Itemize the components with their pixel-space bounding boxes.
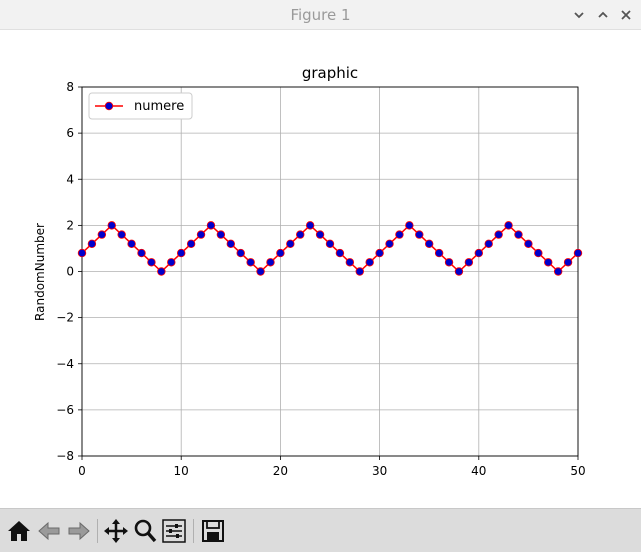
y-tick-label: 0 xyxy=(66,265,74,279)
y-tick-label: 8 xyxy=(66,80,74,94)
home-icon[interactable] xyxy=(5,517,33,545)
data-point xyxy=(504,221,513,230)
x-tick-label: 10 xyxy=(174,464,189,478)
data-point xyxy=(345,258,355,267)
y-tick-label: 6 xyxy=(66,126,74,140)
back-icon[interactable] xyxy=(35,517,63,545)
data-point xyxy=(246,258,255,267)
data-point xyxy=(236,248,245,258)
data-point xyxy=(444,258,454,267)
data-point xyxy=(196,230,206,239)
close-icon[interactable] xyxy=(617,6,635,24)
save-icon[interactable] xyxy=(199,517,227,545)
y-tick-label: −2 xyxy=(56,311,74,325)
series-layer xyxy=(77,221,583,276)
data-point xyxy=(335,248,345,258)
data-point xyxy=(147,258,156,267)
data-point xyxy=(216,230,226,239)
data-point xyxy=(375,248,384,258)
toolbar-separator xyxy=(97,519,98,543)
data-point xyxy=(325,239,335,249)
data-point xyxy=(305,221,315,230)
data-point xyxy=(365,258,374,267)
data-point xyxy=(405,221,414,230)
y-tick-label: 2 xyxy=(66,218,74,232)
forward-icon[interactable] xyxy=(65,517,93,545)
data-point xyxy=(524,239,533,249)
data-point xyxy=(286,239,295,249)
data-point xyxy=(474,248,483,258)
x-tick-label: 30 xyxy=(372,464,387,478)
data-point xyxy=(355,267,364,276)
chart-title: graphic xyxy=(302,64,358,82)
data-point xyxy=(276,248,285,258)
legend-label: numere xyxy=(134,99,184,114)
data-point xyxy=(107,221,116,230)
data-point xyxy=(425,239,434,249)
data-point xyxy=(127,239,136,249)
window-titlebar: Figure 1 xyxy=(0,0,641,30)
data-point xyxy=(157,267,166,276)
toolbar-separator xyxy=(193,519,194,543)
data-point xyxy=(137,248,146,258)
y-tick-label: −8 xyxy=(56,449,74,463)
data-point xyxy=(464,258,474,267)
data-point xyxy=(415,230,424,239)
minimize-icon[interactable] xyxy=(570,6,588,24)
figure-canvas[interactable]: 0 10 20 30 40 50 −8 −6 −4 −2 0 2 4 6 8 graphic RandomN… xyxy=(0,30,641,508)
navigation-toolbar xyxy=(0,508,641,552)
y-tick-label: −6 xyxy=(56,403,74,417)
x-tick-label: 20 xyxy=(273,464,288,478)
data-point xyxy=(385,239,394,249)
legend-marker-sample xyxy=(104,101,114,111)
data-point xyxy=(167,258,176,267)
data-point xyxy=(494,230,503,239)
data-point xyxy=(454,267,464,276)
window-title: Figure 1 xyxy=(290,6,351,24)
data-point xyxy=(77,248,87,258)
data-point xyxy=(186,239,196,249)
pan-icon[interactable] xyxy=(102,517,130,545)
y-axis-label: RandomNumber xyxy=(33,223,47,321)
configure-subplots-icon[interactable] xyxy=(160,517,188,545)
grid-lines xyxy=(81,86,579,457)
data-point xyxy=(226,239,235,249)
data-point xyxy=(484,239,493,249)
data-point xyxy=(296,230,305,239)
legend: numere xyxy=(88,92,193,120)
maximize-icon[interactable] xyxy=(594,6,612,24)
data-point xyxy=(514,230,523,239)
series-line xyxy=(81,224,579,273)
y-tick-label: 4 xyxy=(66,172,74,186)
data-point xyxy=(87,239,97,249)
line-chart: 0 10 20 30 40 50 −8 −6 −4 −2 0 2 4 6 8 graphic RandomN… xyxy=(33,64,586,478)
data-point xyxy=(315,230,325,239)
data-point xyxy=(206,221,216,230)
x-tick-label: 50 xyxy=(570,464,585,478)
data-point xyxy=(534,248,543,258)
axis-ticks: 0 10 20 30 40 50 −8 −6 −4 −2 0 2 4 6 8 xyxy=(56,80,585,478)
data-point xyxy=(266,258,275,267)
legend-box xyxy=(88,92,193,120)
data-point xyxy=(434,248,444,258)
data-point xyxy=(97,230,107,239)
data-point xyxy=(176,248,186,258)
x-tick-label: 0 xyxy=(78,464,86,478)
data-point xyxy=(544,258,553,267)
data-point xyxy=(256,267,265,276)
data-point xyxy=(395,230,404,239)
zoom-icon[interactable] xyxy=(131,517,159,545)
data-point xyxy=(117,230,126,239)
y-tick-label: −4 xyxy=(56,357,74,371)
data-point xyxy=(573,248,583,258)
data-point xyxy=(563,258,573,267)
data-point xyxy=(553,267,563,276)
x-tick-label: 40 xyxy=(471,464,486,478)
